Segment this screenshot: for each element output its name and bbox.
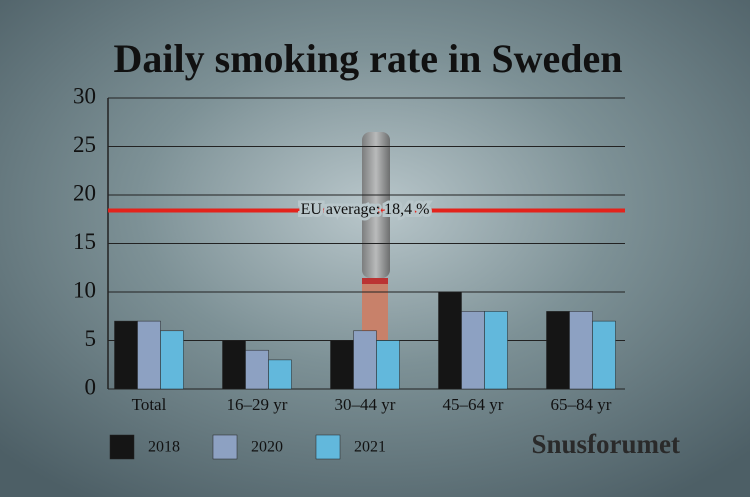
legend-label: 2018 [148,439,180,456]
bar [438,291,462,390]
bar [353,330,377,390]
x-tick-label: 30–44 yr [335,395,396,414]
legend-swatch [109,434,135,460]
x-tick-label: 16–29 yr [227,395,288,414]
bar [546,311,570,390]
x-tick-label: 45–64 yr [443,395,504,414]
y-tick-label: 5 [85,326,97,351]
bar [330,340,354,390]
chart-title: Daily smoking rate in Sweden [114,36,623,81]
x-tick-label: Total [132,395,167,414]
bar [461,311,485,390]
legend-label: 2021 [354,439,386,456]
y-tick-label: 0 [85,374,97,399]
bar [160,330,184,390]
y-tick-label: 25 [73,132,96,157]
x-tick-label: 65–84 yr [551,395,612,414]
legend-label: 2020 [251,439,283,456]
bar [268,359,292,390]
y-tick-label: 20 [73,180,96,205]
brand: Snusforumet [531,429,680,459]
y-tick-label: 15 [73,229,96,254]
reference-label: EU average: 18,4 % [301,201,430,218]
bar [245,349,269,390]
y-tick-label: 30 [73,83,96,108]
bar [114,320,138,390]
bar [222,340,246,390]
bar [569,311,593,390]
bar [484,311,508,390]
bar [376,340,400,390]
bar [592,320,616,390]
cigarette-illustration [362,132,390,340]
legend-swatch [212,434,238,460]
legend-swatch [315,434,341,460]
y-tick-label: 10 [73,277,96,302]
bar [137,320,161,390]
